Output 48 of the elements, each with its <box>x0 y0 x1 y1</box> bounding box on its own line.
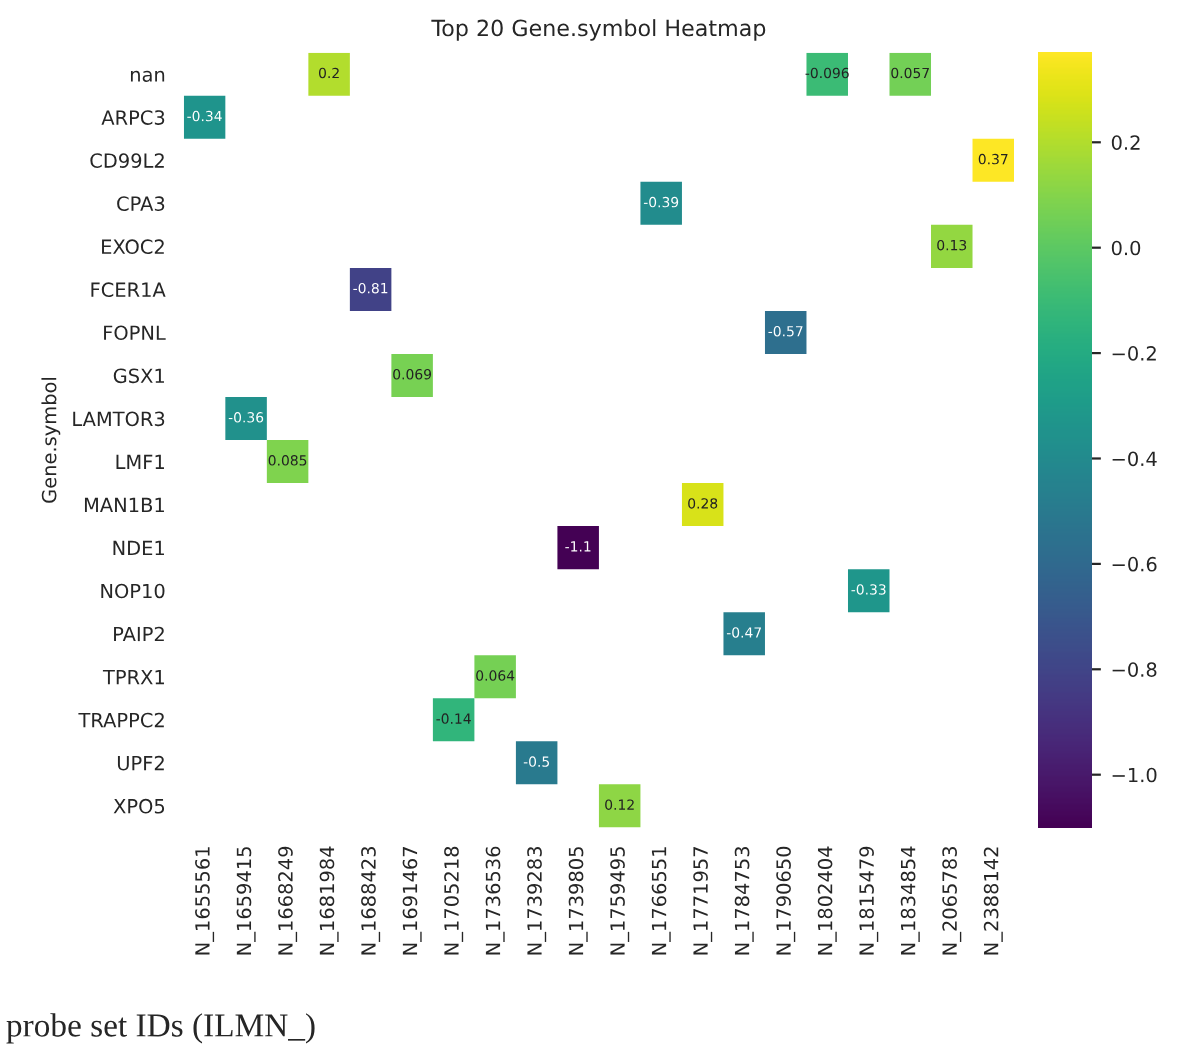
x-tick-label: N_1834854 <box>900 846 920 955</box>
x-tick-label: N_1655561 <box>195 847 215 955</box>
y-tick-label: GSX1 <box>113 368 164 384</box>
x-tick-label: N_1691467 <box>402 847 422 955</box>
x-tick-label: N_1739805 <box>568 847 588 955</box>
color-bar-label: −1.0 <box>1112 767 1157 783</box>
text: probe set IDs (ILMN_) <box>6 1013 315 1044</box>
x-tick-label: N_1766551 <box>651 847 671 955</box>
y-tick-label: LAMTOR3 <box>73 411 165 427</box>
x-tick-label: N_1815479 <box>859 846 879 955</box>
y-tick-label: LMF1 <box>116 454 164 469</box>
x-tick-label: N_1771957 <box>693 847 713 955</box>
color-bar-label: −0.2 <box>1112 346 1156 361</box>
color-bar-label: 0.0 <box>1111 240 1141 256</box>
y-tick-label: CD99L2 <box>90 153 164 168</box>
y-tick-label: MAN1B1 <box>84 497 164 512</box>
color-bar-label: −0.6 <box>1112 556 1157 572</box>
x-tick-label: N_1784753 <box>734 847 754 955</box>
y-tick-label: ARPC3 <box>101 110 165 125</box>
color-bar-label: 0.2 <box>1111 135 1140 150</box>
x-tick-label: N_1802404 <box>817 846 837 955</box>
chart-title: Top 20 Gene.symbol Heatmap <box>431 19 766 41</box>
y-tick-label: CPA3 <box>117 196 165 211</box>
y-tick-label: NOP10 <box>101 583 165 599</box>
x-tick-label: N_1681984 <box>319 846 339 955</box>
y-tick-label: EXOC2 <box>102 239 164 255</box>
y-tick-label: nan <box>130 70 165 82</box>
y-tick-label: NDE1 <box>113 540 164 556</box>
y-tick-label: PAIP2 <box>114 626 164 642</box>
y-axis-title: Gene.symbol <box>41 378 61 503</box>
x-tick-label: N_1759495 <box>610 847 630 955</box>
y-tick-label: TRAPPC2 <box>78 712 164 728</box>
x-tick-label: N_1705218 <box>444 846 464 955</box>
y-tick-label: FOPNL <box>104 325 166 341</box>
y-tick-label: UPF2 <box>117 755 164 771</box>
y-tick-label: FCER1A <box>91 282 166 298</box>
x-tick-label: N_2388142 <box>983 847 1003 955</box>
x-tick-label: N_2065783 <box>942 847 962 955</box>
color-bar-label: −0.4 <box>1112 451 1157 467</box>
x-tick-label: N_1668249 <box>278 846 298 955</box>
color-bar-label: −0.8 <box>1112 662 1157 677</box>
y-tick-label: TPRX1 <box>102 669 164 685</box>
x-tick-label: N_1736536 <box>485 846 505 955</box>
y-tick-label: XPO5 <box>113 798 165 814</box>
x-tick-label: N_1739283 <box>527 847 547 955</box>
x-tick-label: N_1790650 <box>776 846 796 955</box>
x-tick-label: N_1659415 <box>236 847 256 955</box>
x-tick-label: N_1688423 <box>361 847 381 955</box>
